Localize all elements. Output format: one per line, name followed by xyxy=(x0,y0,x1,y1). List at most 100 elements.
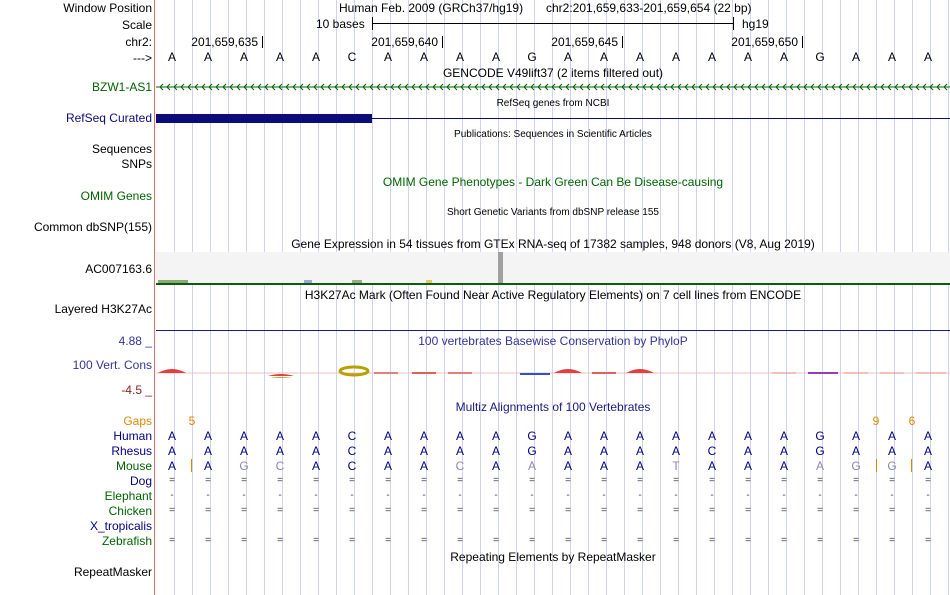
alignment-base[interactable]: = xyxy=(673,505,679,516)
multiz-gaps-label[interactable]: Gaps xyxy=(123,414,152,428)
alignment-base[interactable]: A xyxy=(671,444,680,458)
alignment-base[interactable]: A xyxy=(167,429,176,443)
sequence-base[interactable]: A xyxy=(599,50,608,64)
alignment-base[interactable]: G xyxy=(239,459,249,473)
alignment-base[interactable]: A xyxy=(491,459,500,473)
alignment-base[interactable]: - xyxy=(674,490,678,501)
sequence-base[interactable]: A xyxy=(383,50,392,64)
refseq-intron-line[interactable] xyxy=(372,118,950,119)
alignment-base[interactable]: C xyxy=(347,459,357,473)
alignment-base[interactable]: A xyxy=(239,444,248,458)
alignment-base[interactable]: = xyxy=(889,535,895,546)
alignment-base[interactable]: = xyxy=(565,535,571,546)
alignment-base[interactable]: = xyxy=(205,535,211,546)
sequence-base[interactable]: A xyxy=(887,50,896,64)
alignment-base[interactable]: A xyxy=(923,459,932,473)
alignment-base[interactable]: - xyxy=(530,490,534,501)
alignment-base[interactable]: - xyxy=(170,490,174,501)
alignment-base[interactable]: = xyxy=(601,505,607,516)
alignment-base[interactable]: = xyxy=(313,505,319,516)
alignment-base[interactable]: G xyxy=(887,459,897,473)
alignment-base[interactable]: A xyxy=(671,429,680,443)
sequence-base[interactable]: A xyxy=(743,50,752,64)
alignment-base[interactable]: A xyxy=(311,444,320,458)
sequence-base[interactable]: A xyxy=(311,50,320,64)
sequence-base[interactable]: A xyxy=(851,50,860,64)
alignment-base[interactable]: A xyxy=(203,444,212,458)
alignment-base[interactable]: = xyxy=(673,475,679,486)
alignment-base[interactable]: - xyxy=(242,490,246,501)
sequence-base[interactable]: A xyxy=(707,50,716,64)
sequence-base[interactable]: A xyxy=(671,50,680,64)
alignment-base[interactable]: = xyxy=(601,475,607,486)
sequence-base[interactable]: G xyxy=(815,50,825,64)
refseq-exon-block[interactable] xyxy=(156,114,372,123)
alignment-base[interactable]: = xyxy=(349,475,355,486)
alignment-base[interactable]: = xyxy=(457,475,463,486)
alignment-base[interactable]: = xyxy=(781,505,787,516)
alignment-base[interactable]: = xyxy=(493,475,499,486)
alignment-base[interactable]: - xyxy=(926,490,930,501)
alignment-base[interactable]: A xyxy=(167,444,176,458)
alignment-base[interactable]: = xyxy=(169,535,175,546)
alignment-base[interactable]: = xyxy=(637,505,643,516)
alignment-base[interactable]: - xyxy=(422,490,426,501)
alignment-base[interactable]: A xyxy=(239,429,248,443)
alignment-base[interactable]: A xyxy=(491,444,500,458)
alignment-base[interactable]: A xyxy=(383,429,392,443)
alignment-base[interactable]: = xyxy=(673,535,679,546)
alignment-base[interactable]: G xyxy=(851,459,861,473)
alignment-base[interactable]: = xyxy=(817,535,823,546)
species-label-mouse[interactable]: Mouse xyxy=(115,459,152,473)
alignment-base[interactable]: = xyxy=(853,535,859,546)
alignment-base[interactable]: A xyxy=(203,459,212,473)
alignment-base[interactable]: A xyxy=(563,459,572,473)
alignment-base[interactable]: A xyxy=(743,444,752,458)
omim-track-label[interactable]: OMIM Genes xyxy=(80,189,152,203)
alignment-base[interactable]: = xyxy=(853,505,859,516)
alignment-base[interactable]: = xyxy=(277,535,283,546)
alignment-base[interactable]: = xyxy=(385,475,391,486)
alignment-base[interactable]: = xyxy=(241,475,247,486)
alignment-base[interactable]: = xyxy=(205,505,211,516)
alignment-base[interactable]: = xyxy=(565,475,571,486)
alignment-base[interactable]: = xyxy=(349,535,355,546)
alignment-base[interactable]: = xyxy=(169,505,175,516)
species-label-x_tropicalis[interactable]: X_tropicalis xyxy=(89,519,152,533)
alignment-base[interactable]: = xyxy=(889,475,895,486)
sequence-base[interactable]: A xyxy=(419,50,428,64)
alignment-base[interactable]: A xyxy=(383,459,392,473)
alignment-base[interactable]: - xyxy=(854,490,858,501)
sequence-base[interactable]: A xyxy=(239,50,248,64)
alignment-base[interactable]: - xyxy=(278,490,282,501)
species-label-chicken[interactable]: Chicken xyxy=(108,504,152,518)
alignment-base[interactable]: A xyxy=(887,429,896,443)
alignment-base[interactable]: = xyxy=(349,505,355,516)
alignment-base[interactable]: A xyxy=(923,429,932,443)
alignment-base[interactable]: A xyxy=(779,429,788,443)
alignment-base[interactable]: A xyxy=(563,429,572,443)
alignment-base[interactable]: A xyxy=(779,444,788,458)
alignment-base[interactable]: A xyxy=(419,459,428,473)
alignment-base[interactable]: = xyxy=(385,535,391,546)
alignment-base[interactable]: = xyxy=(529,505,535,516)
alignment-base[interactable]: - xyxy=(458,490,462,501)
alignment-base[interactable]: A xyxy=(203,429,212,443)
alignment-base[interactable]: A xyxy=(167,459,176,473)
alignment-base[interactable]: A xyxy=(635,459,644,473)
alignment-base[interactable]: A xyxy=(851,429,860,443)
alignment-base[interactable]: = xyxy=(241,505,247,516)
alignment-base[interactable]: = xyxy=(277,505,283,516)
alignment-base[interactable]: A xyxy=(851,444,860,458)
alignment-base[interactable]: A xyxy=(275,444,284,458)
alignment-base[interactable]: = xyxy=(529,535,535,546)
alignment-base[interactable]: - xyxy=(890,490,894,501)
alignment-base[interactable]: - xyxy=(386,490,390,501)
species-label-zebrafish[interactable]: Zebrafish xyxy=(101,534,152,548)
alignment-base[interactable]: = xyxy=(457,505,463,516)
alignment-base[interactable]: C xyxy=(275,459,285,473)
sequence-base[interactable]: A xyxy=(635,50,644,64)
alignment-base[interactable]: = xyxy=(169,475,175,486)
alignment-base[interactable]: = xyxy=(493,505,499,516)
alignment-base[interactable]: C xyxy=(455,459,465,473)
